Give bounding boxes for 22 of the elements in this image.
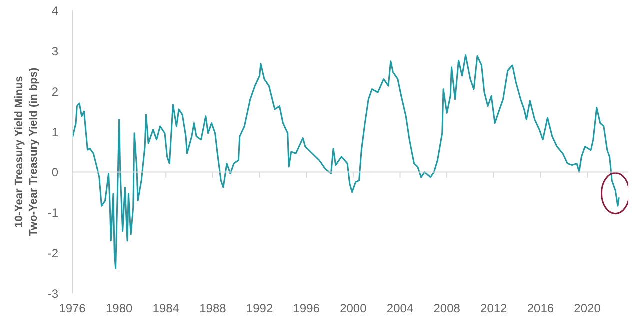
y-tick-label: 4: [52, 4, 59, 18]
x-tick-label: 2008: [434, 302, 461, 316]
x-tick-label: 2016: [527, 302, 554, 316]
y-tick-label: 0: [52, 166, 59, 180]
x-tick-label: 1996: [293, 302, 320, 316]
x-tick-label: 2000: [340, 302, 368, 316]
x-tick-label: 1992: [246, 302, 274, 316]
y-axis-title: 10-Year Treasury Yield Minus Two-Year Treasury Yield (in bps): [13, 68, 40, 236]
line-series: [72, 54, 620, 270]
x-tick-label: 1984: [152, 302, 180, 316]
x-tick-label: 2012: [480, 302, 508, 316]
y-tick-label: 1: [52, 125, 59, 140]
y-tick-label: -3: [48, 287, 59, 301]
y-tick-label: 2: [52, 84, 59, 99]
y-tick-label: -2: [48, 246, 59, 261]
x-tick-label: 1980: [106, 302, 133, 316]
x-tick-label: 2004: [386, 302, 414, 316]
x-tick-label: 2020: [574, 302, 602, 316]
x-tick-label: 1988: [200, 302, 227, 316]
y-tick-label: -1: [48, 206, 59, 220]
x-tick-label: 1976: [59, 302, 86, 316]
y-tick-label: 3: [52, 44, 59, 58]
